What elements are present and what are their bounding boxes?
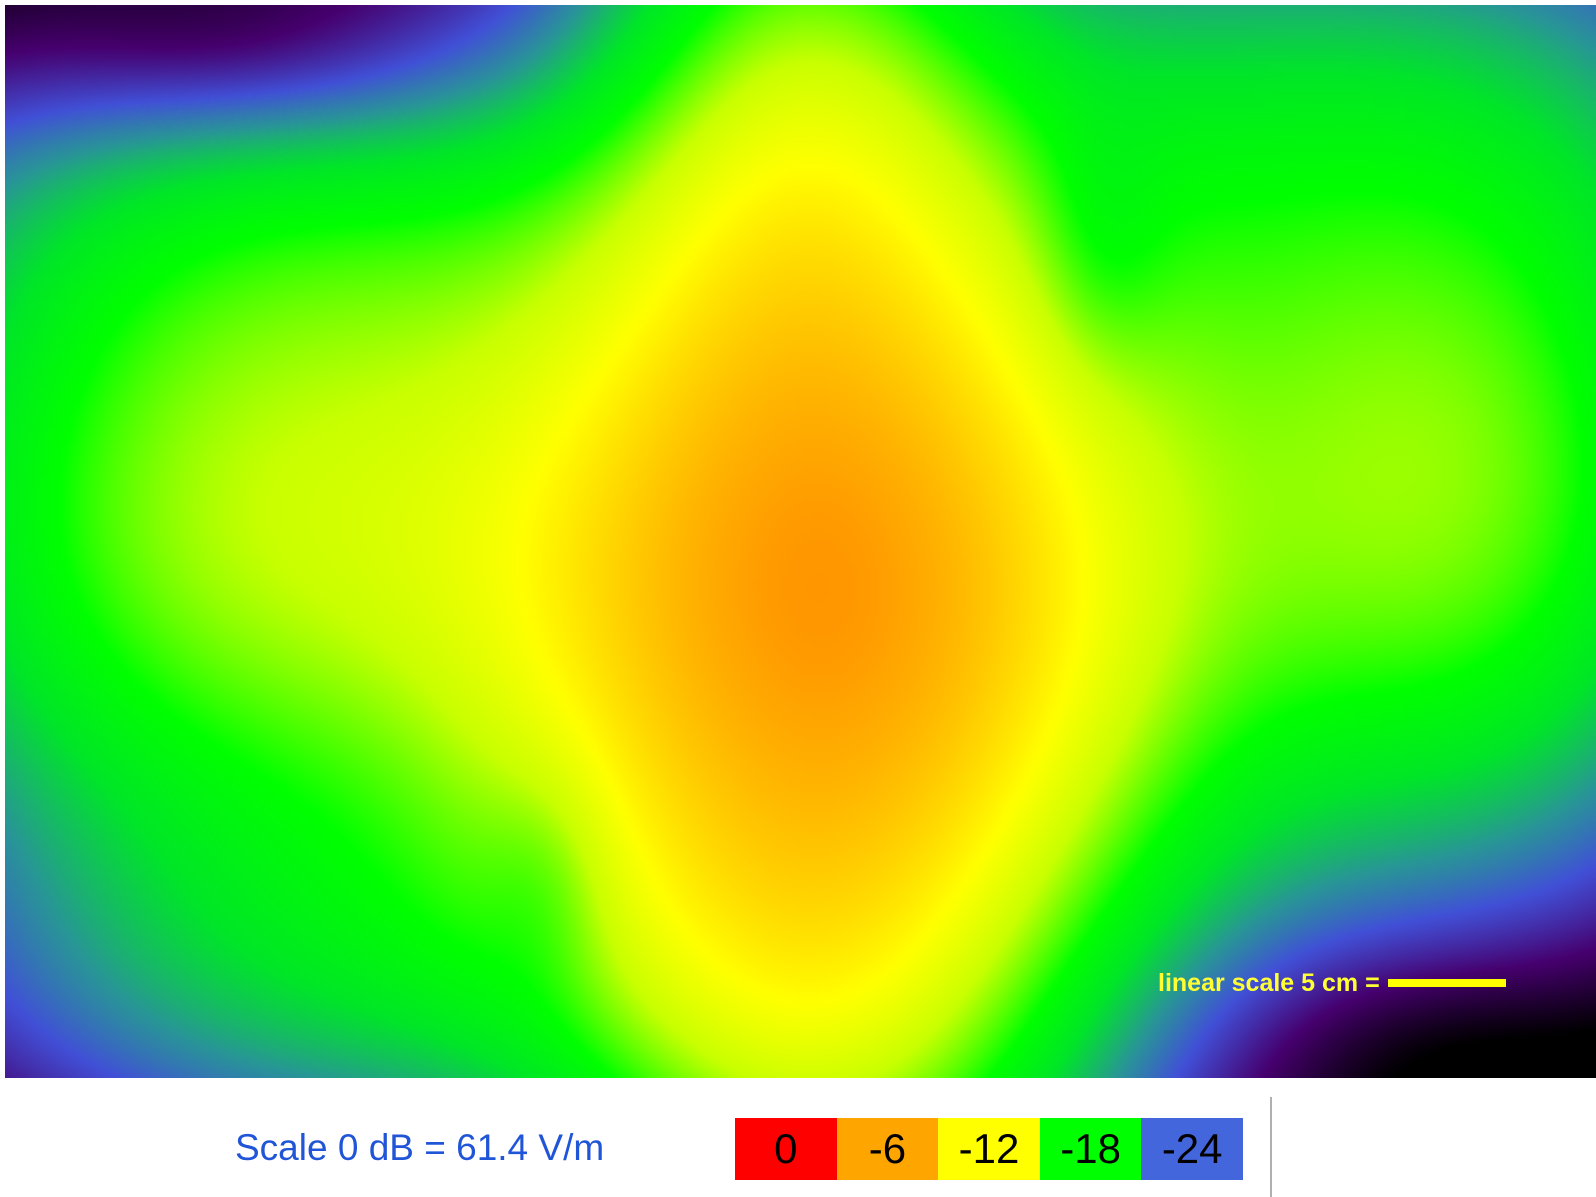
scale-caption: Scale 0 dB = 61.4 V/m bbox=[235, 1127, 605, 1168]
legend-cell: -18 bbox=[1039, 1118, 1142, 1180]
divider bbox=[1270, 1097, 1272, 1197]
linear-scale-bar bbox=[1387, 979, 1506, 987]
color-legend: 0 -6 -12 -18 -24 bbox=[735, 1118, 1243, 1180]
field-heatmap bbox=[5, 5, 1596, 1078]
legend-cell: -24 bbox=[1141, 1118, 1243, 1180]
legend-cell: -12 bbox=[938, 1118, 1040, 1180]
linear-scale: linear scale 5 cm = bbox=[1158, 967, 1506, 999]
legend-cell: 0 bbox=[735, 1118, 837, 1180]
legend-cell: -6 bbox=[836, 1118, 939, 1180]
linear-scale-label: linear scale 5 cm = bbox=[1158, 968, 1380, 997]
